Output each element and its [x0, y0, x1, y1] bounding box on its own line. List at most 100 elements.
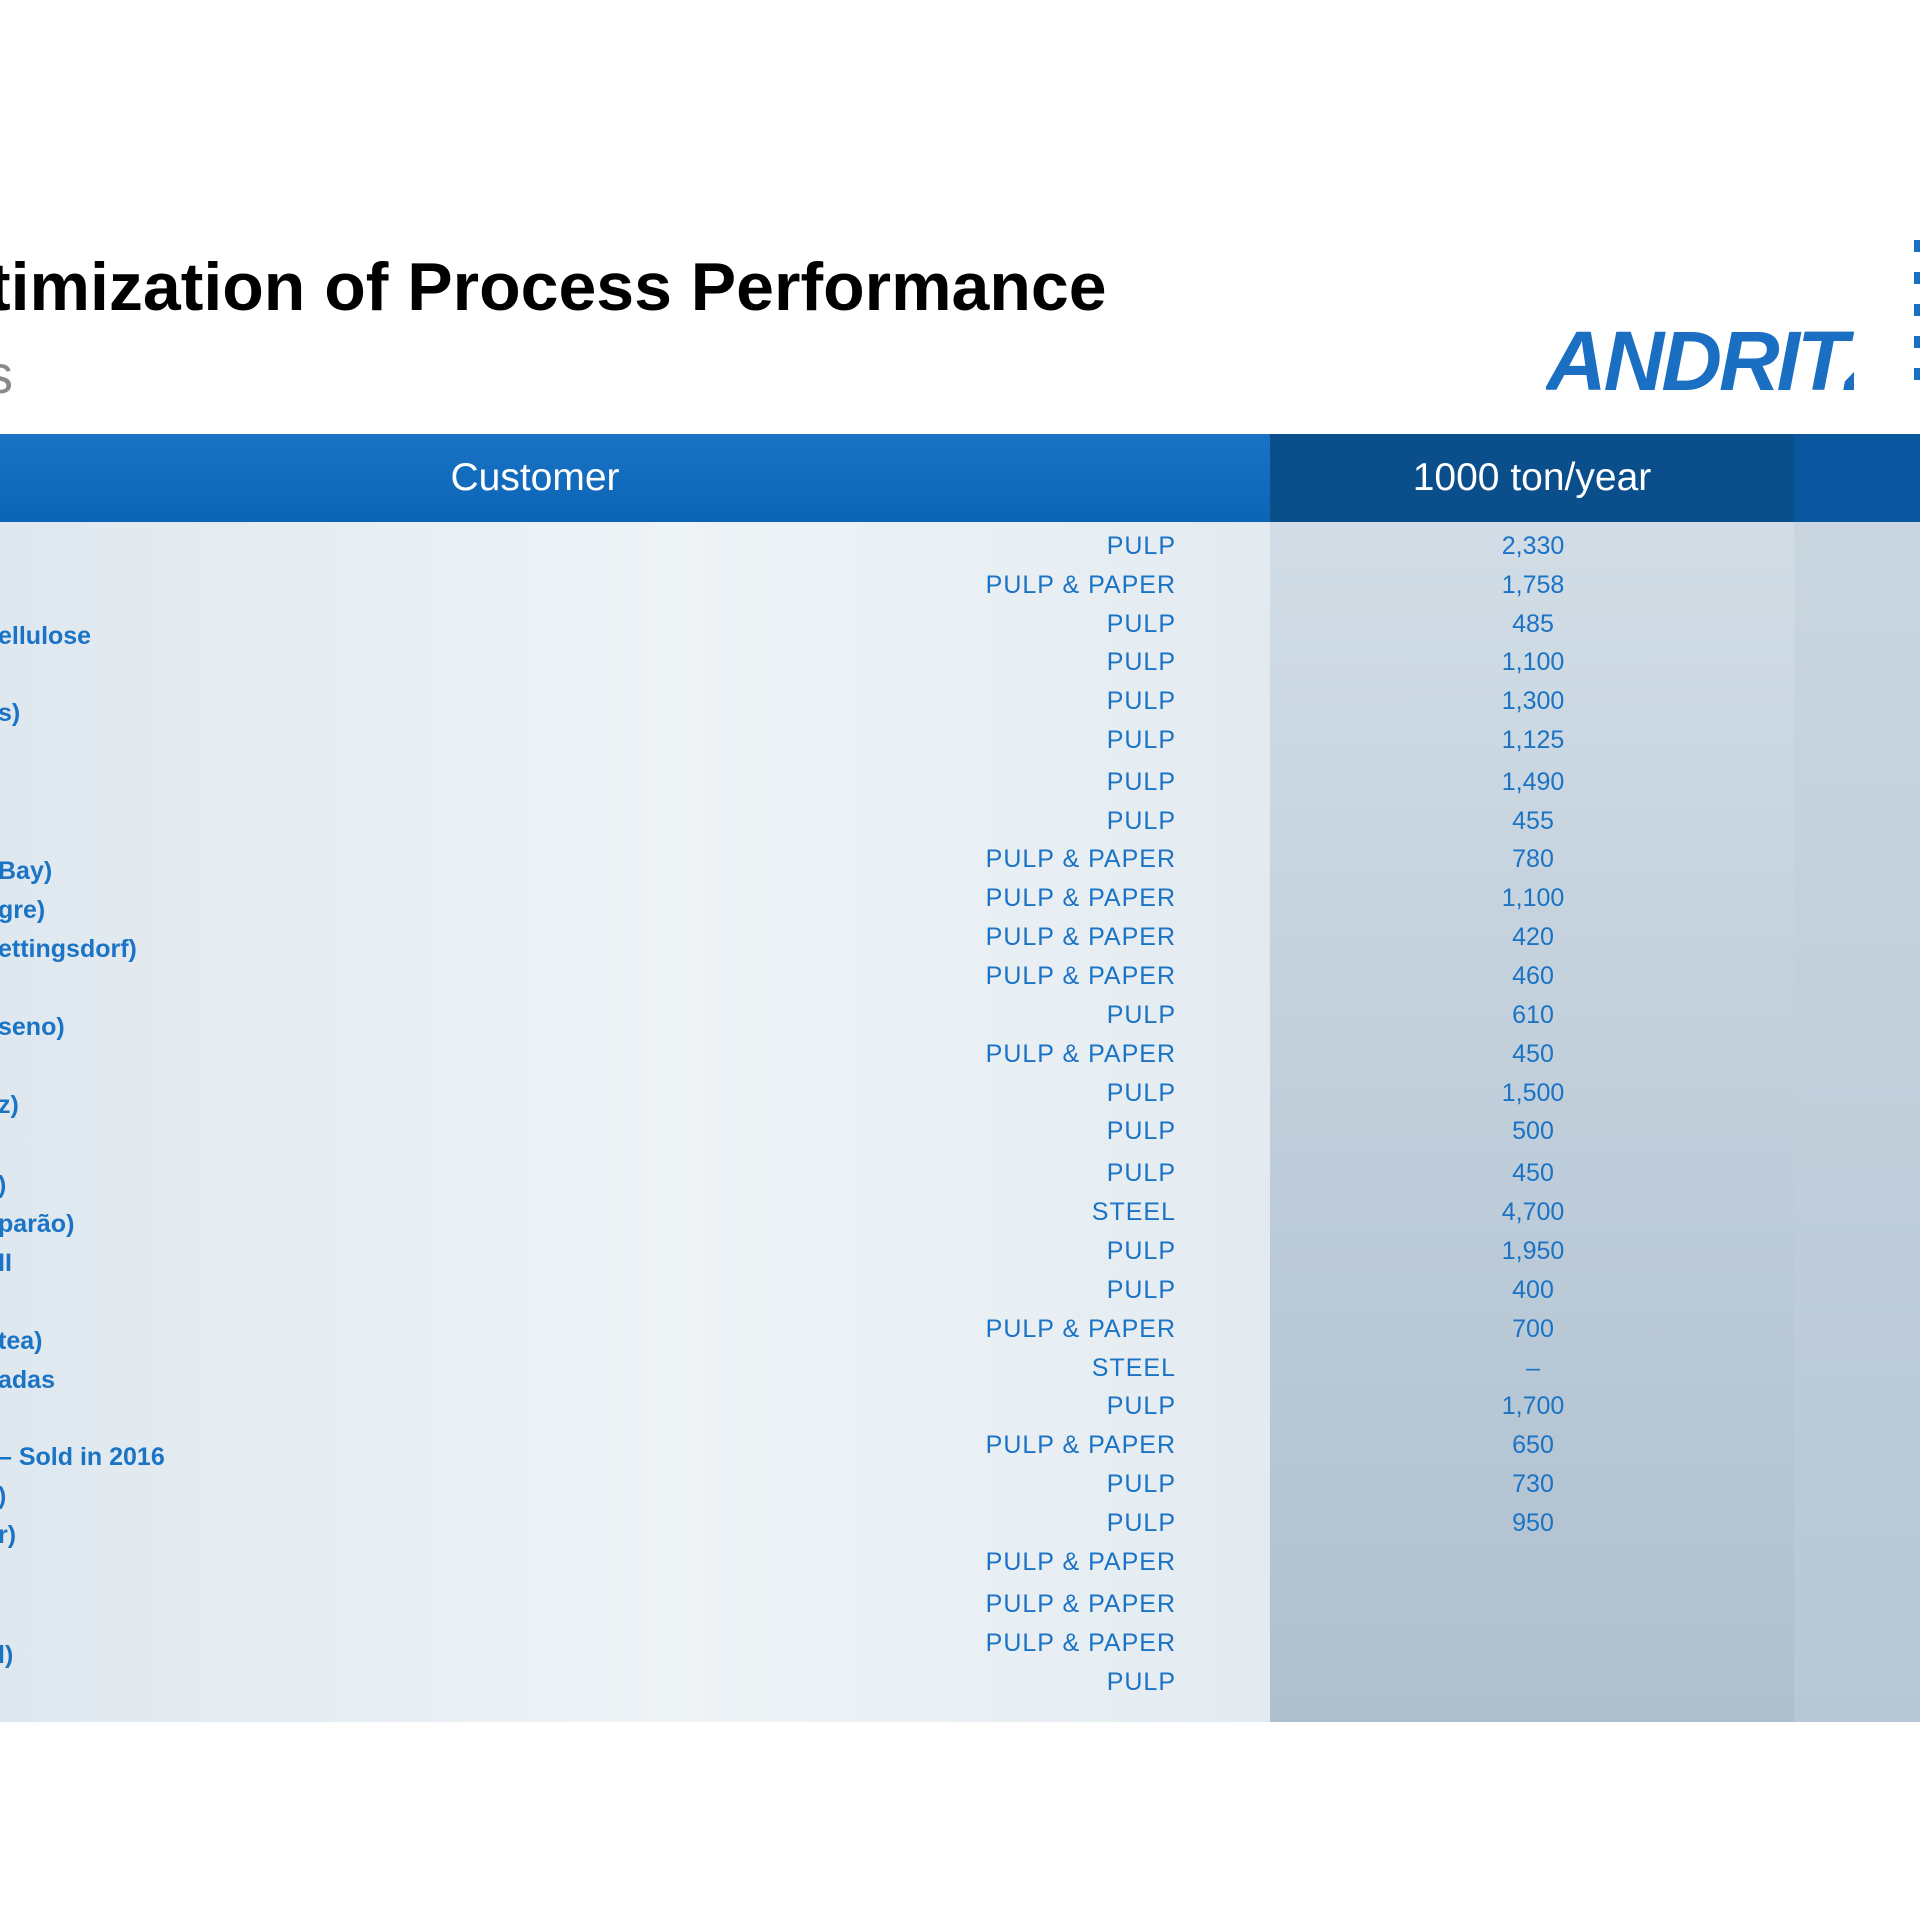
table-row: s) PULP 1,300: [0, 685, 1920, 727]
customer-name: II: [0, 1249, 12, 1277]
table-row: PULP 500: [0, 1115, 1920, 1153]
table-row: ettingsdorf) PULP & PAPER 420: [0, 921, 1920, 963]
industry-type: PULP: [1106, 1117, 1176, 1145]
table-row: PULP & PAPER: [0, 1546, 1920, 1584]
capacity-value: 700: [1512, 1315, 1554, 1343]
industry-type: PULP & PAPER: [985, 845, 1176, 873]
header-extra-column: [1794, 434, 1920, 522]
customer-name: r): [0, 1521, 17, 1549]
table-row: PULP & PAPER 450: [0, 1038, 1920, 1076]
table-row: PULP & PAPER 460: [0, 960, 1920, 998]
industry-type: PULP & PAPER: [985, 884, 1176, 912]
capacity-value: 780: [1512, 845, 1554, 873]
industry-type: PULP & PAPER: [985, 1431, 1176, 1459]
customer-name: – Sold in 2016: [0, 1443, 165, 1471]
capacity-value: 450: [1512, 1159, 1554, 1187]
table-row: PULP 400: [0, 1274, 1920, 1312]
capacity-value: 2,330: [1501, 532, 1565, 560]
table-row: tea) PULP & PAPER 700: [0, 1313, 1920, 1355]
capacity-value: 500: [1512, 1117, 1554, 1145]
customer-name: ): [0, 1482, 6, 1511]
customer-name: s): [0, 699, 21, 727]
capacity-value: 450: [1512, 1040, 1554, 1068]
header-customer: Customer: [0, 434, 1270, 522]
capacity-value: 950: [1512, 1509, 1554, 1537]
industry-type: PULP: [1106, 1509, 1176, 1537]
customer-name: z): [0, 1091, 19, 1119]
table-row: PULP 1,490: [0, 766, 1920, 804]
table-row: r) PULP 950: [0, 1507, 1920, 1549]
table-row: PULP & PAPER 1,758: [0, 569, 1920, 607]
customer-name: seno): [0, 1013, 65, 1041]
industry-type: PULP & PAPER: [985, 1040, 1176, 1068]
capacity-value: 1,500: [1501, 1079, 1565, 1107]
capacity-value: 485: [1512, 610, 1554, 638]
capacity-value: 400: [1512, 1276, 1554, 1304]
industry-type: PULP & PAPER: [985, 1315, 1176, 1343]
table-row: – Sold in 2016 PULP & PAPER 650: [0, 1429, 1920, 1471]
table-row: ellulose PULP 485: [0, 608, 1920, 650]
table-row: PULP 2,330: [0, 530, 1920, 568]
industry-type: PULP & PAPER: [985, 1548, 1176, 1576]
industry-type: PULP: [1106, 1470, 1176, 1498]
capacity-value: 1,490: [1501, 768, 1565, 796]
industry-type: PULP: [1106, 1392, 1176, 1420]
capacity-value: 730: [1512, 1470, 1554, 1498]
capacity-value: 1,950: [1501, 1237, 1565, 1265]
table-row: II PULP 1,950: [0, 1235, 1920, 1277]
industry-type: STEEL: [1091, 1354, 1176, 1382]
table-row: ) PULP 450: [0, 1157, 1920, 1199]
capacity-column-bg: [1270, 522, 1794, 1722]
table-row: adas STEEL –: [0, 1352, 1920, 1394]
industry-type: PULP: [1106, 768, 1176, 796]
industry-type: PULP & PAPER: [985, 571, 1176, 599]
industry-type: PULP: [1106, 687, 1176, 715]
industry-type: PULP: [1106, 610, 1176, 638]
customer-name: tea): [0, 1327, 43, 1355]
extra-column-bg: [1794, 522, 1920, 1722]
industry-type: PULP: [1106, 648, 1176, 676]
customer-name: parão): [0, 1210, 75, 1238]
table-row: PULP 455: [0, 805, 1920, 843]
table-row: Bay) PULP & PAPER 780: [0, 843, 1920, 885]
capacity-value: 1,700: [1501, 1392, 1565, 1420]
capacity-value: 610: [1512, 1001, 1554, 1029]
capacity-value: 1,300: [1501, 687, 1565, 715]
industry-type: STEEL: [1091, 1198, 1176, 1226]
table-header: Customer 1000 ton/year: [0, 434, 1920, 522]
industry-type: PULP: [1106, 1276, 1176, 1304]
capacity-value: 460: [1512, 962, 1554, 990]
logo-text: ANDRITZ: [1546, 322, 1854, 396]
customer-name: ): [0, 1171, 6, 1200]
customer-name: l): [0, 1641, 14, 1669]
andritz-logo: ANDRITZ: [1546, 322, 1854, 396]
industry-type: PULP: [1106, 726, 1176, 754]
customer-name: adas: [0, 1366, 55, 1394]
table-row: parão) STEEL 4,700: [0, 1196, 1920, 1238]
table-row: l) PULP & PAPER: [0, 1627, 1920, 1669]
table-row: PULP 1,125: [0, 724, 1920, 762]
table-row: ) PULP 730: [0, 1468, 1920, 1510]
industry-type: PULP & PAPER: [985, 962, 1176, 990]
table-body: PULP 2,330 PULP & PAPER 1,758 ellulose PULP 48…: [0, 522, 1920, 1722]
industry-type: PULP: [1106, 807, 1176, 835]
slide-subtitle: s: [0, 344, 13, 406]
table-row: PULP 1,100: [0, 646, 1920, 684]
industry-type: PULP: [1106, 1668, 1176, 1696]
industry-type: PULP: [1106, 532, 1176, 560]
customer-name: ellulose: [0, 622, 92, 650]
capacity-value: 455: [1512, 807, 1554, 835]
table-row: PULP 1,700: [0, 1390, 1920, 1428]
customer-name: ettingsdorf): [0, 935, 137, 963]
capacity-value: 1,100: [1501, 884, 1565, 912]
table-row: PULP: [0, 1666, 1920, 1704]
capacity-value: 1,125: [1501, 726, 1565, 754]
industry-type: PULP: [1106, 1159, 1176, 1187]
reference-table: Customer 1000 ton/year PULP 2,330 PULP & P…: [0, 434, 1920, 1722]
capacity-value: 1,758: [1501, 571, 1565, 599]
industry-type: PULP: [1106, 1001, 1176, 1029]
header-capacity: 1000 ton/year: [1270, 434, 1794, 522]
slide-title: timization of Process Performance: [0, 249, 1107, 325]
industry-type: PULP & PAPER: [985, 1590, 1176, 1618]
customer-name: Bay): [0, 857, 53, 885]
